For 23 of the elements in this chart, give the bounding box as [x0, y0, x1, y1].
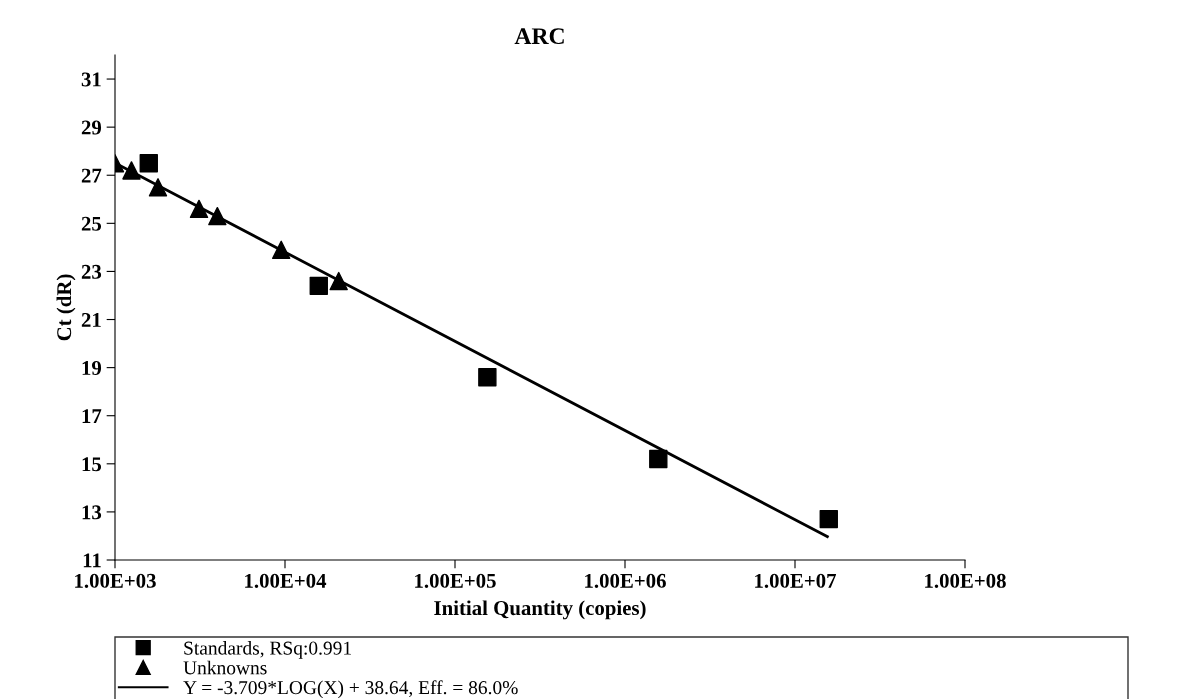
x-axis-title: Initial Quantity (copies) — [434, 600, 646, 620]
legend-label: Standards, RSq:0.991 — [184, 641, 351, 659]
x-tick-label: 1.00E+04 — [245, 573, 327, 588]
x-tick-label: 1.00E+07 — [755, 573, 837, 588]
y-tick-label: 11 — [83, 553, 101, 568]
chart-title: ARC — [514, 28, 564, 45]
y-tick-label: 13 — [82, 505, 102, 520]
y-tick-label: 17 — [82, 409, 102, 423]
y-tick-label: 19 — [82, 361, 102, 376]
x-tick-label: 1.00E+05 — [415, 573, 496, 588]
legend-label: Unknowns — [183, 660, 267, 675]
legend-label: Y = -3.709*LOG(X) + 38.64, Eff. = 86.0% — [183, 680, 518, 699]
y-tick-label: 31 — [81, 72, 101, 87]
x-tick-label: 1.00E+06 — [585, 573, 666, 588]
y-tick-label: 15 — [82, 457, 102, 472]
y-tick-label: 27 — [81, 168, 102, 183]
y-axis-title: Ct (dR) — [56, 274, 76, 341]
y-tick-label: 23 — [81, 264, 102, 279]
x-tick-label: 1.00E+03 — [75, 573, 156, 588]
x-tick-label: 1.00E+08 — [925, 573, 1006, 588]
y-tick-label: 29 — [81, 120, 102, 135]
y-tick-label: 25 — [81, 216, 102, 231]
y-tick-label: 21 — [81, 312, 101, 327]
